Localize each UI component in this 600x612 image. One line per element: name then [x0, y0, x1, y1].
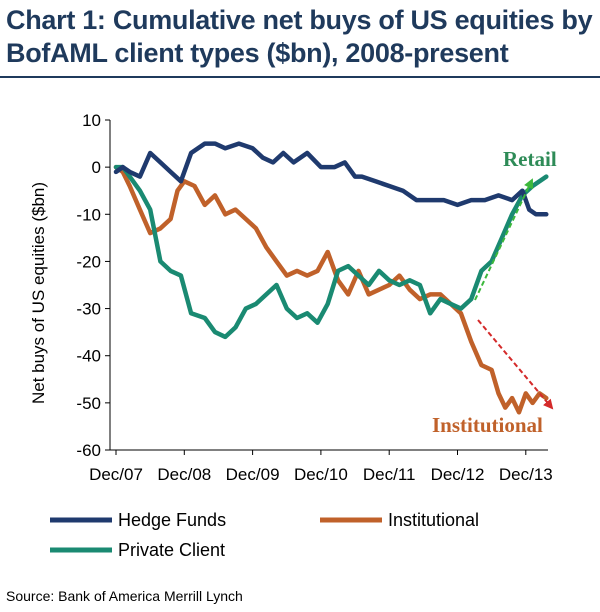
- legend-label-private-client: Private Client: [118, 540, 225, 560]
- y-tick-label: -20: [76, 252, 101, 271]
- chart-series: [113, 141, 549, 415]
- x-tick-label: Dec/11: [363, 465, 416, 484]
- legend-label-institutional: Institutional: [388, 510, 479, 530]
- y-tick-label: 0: [92, 158, 101, 177]
- retail-annotation: Retail: [503, 147, 557, 171]
- legend-label-hedge-funds: Hedge Funds: [118, 510, 226, 530]
- chart-title-line-1: Chart 1: Cumulative net buys of US equit…: [6, 5, 593, 35]
- series-line-private-client: [113, 164, 549, 340]
- retail-trend-arrow: [474, 178, 534, 301]
- y-tick-label: 10: [82, 111, 101, 130]
- x-tick-label: Dec/08: [157, 465, 211, 484]
- title-divider: [0, 76, 600, 78]
- institutional-annotation: Institutional: [432, 413, 543, 437]
- y-tick-label: -10: [76, 205, 101, 224]
- chart-legend: Hedge Funds Institutional Private Client: [50, 510, 479, 560]
- x-tick-label: Dec/07: [89, 465, 143, 484]
- x-tick-label: Dec/13: [499, 465, 553, 484]
- y-tick-label: -50: [76, 394, 101, 413]
- y-tick-label: -30: [76, 300, 101, 319]
- series-line-hedge-funds: [113, 141, 549, 217]
- x-tick-label: Dec/10: [294, 465, 348, 484]
- y-axis-label: Net buys of US equities ($bn): [29, 182, 48, 404]
- series-line-institutional: [113, 164, 549, 415]
- chart-title-line-2: BofAML client types ($bn), 2008-present: [6, 38, 509, 68]
- chart-title: Chart 1: Cumulative net buys of US equit…: [6, 4, 594, 70]
- source-note: Source: Bank of America Merrill Lynch: [6, 588, 243, 604]
- y-tick-label: -60: [76, 441, 101, 460]
- chart-annotations: Retail Institutional: [432, 147, 557, 437]
- x-tick-label: Dec/12: [431, 465, 485, 484]
- chart-axes: 10 0 -10 -20 -30 -40 -50 -60 Dec/07 Dec/08 Dec/09 D…: [29, 111, 553, 484]
- y-tick-label: -40: [76, 347, 101, 366]
- institutional-trend-arrow: [477, 319, 554, 410]
- x-tick-label: Dec/09: [226, 465, 280, 484]
